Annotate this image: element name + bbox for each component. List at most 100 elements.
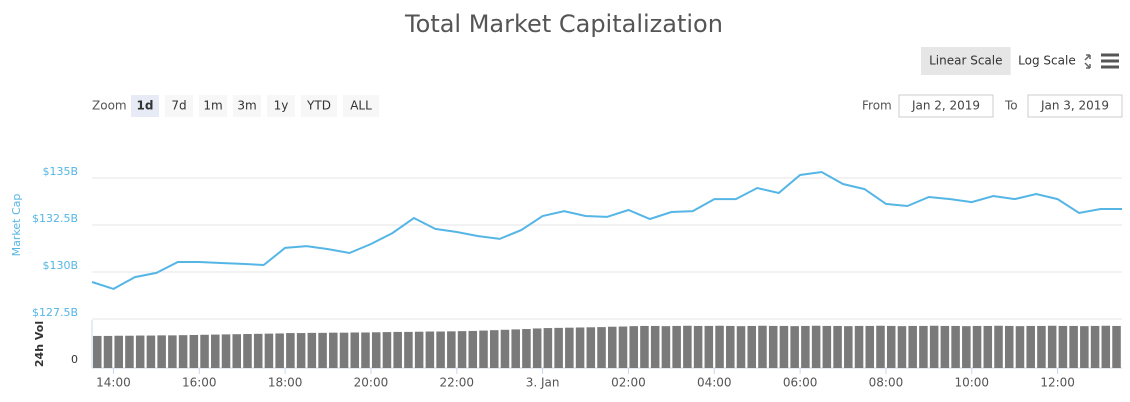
chart-title: Total Market Capitalization — [404, 10, 723, 38]
to-label: To — [1004, 99, 1018, 113]
volume-bar — [243, 334, 252, 368]
volume-bar — [425, 331, 435, 368]
volume-bar — [135, 335, 145, 368]
volume-bar — [758, 325, 767, 368]
volume-bar — [736, 326, 746, 368]
volume-bar — [489, 330, 499, 368]
volume-bar — [919, 325, 928, 368]
volume-bar — [672, 325, 681, 368]
volume-bar — [693, 325, 703, 368]
volume-bar — [897, 326, 907, 368]
x-tick-label: 04:00 — [697, 376, 732, 390]
y-tick-label: $130B — [42, 259, 78, 272]
volume-bar — [940, 325, 950, 368]
volume-bar — [586, 327, 596, 368]
volume-bar — [994, 325, 1003, 368]
scale-button[interactable] — [1011, 47, 1083, 75]
x-tick-label: 06:00 — [783, 376, 818, 390]
volume-bar — [715, 325, 724, 368]
volume-bar — [264, 333, 274, 368]
volume-bar — [318, 332, 327, 368]
volume-bar — [307, 332, 317, 368]
zoom-button[interactable] — [343, 95, 379, 117]
x-tick-label: 20:00 — [354, 376, 389, 390]
volume-bar — [554, 327, 563, 368]
to-value: Jan 3, 2019 — [1040, 99, 1109, 113]
volume-bar — [768, 325, 778, 368]
y-tick-label: $132.5B — [32, 212, 78, 225]
volume-bar — [93, 335, 102, 368]
volume-bar — [221, 334, 231, 368]
volume-bar — [532, 328, 542, 368]
volume-bar — [522, 329, 531, 368]
zoom-button[interactable] — [199, 95, 227, 117]
volume-bar — [189, 334, 199, 368]
from-label: From — [862, 99, 892, 113]
volume-bar — [414, 331, 424, 368]
volume-bar — [146, 335, 156, 368]
menu-icon[interactable] — [1101, 53, 1119, 69]
volume-bar — [1004, 325, 1014, 368]
volume-bar — [844, 326, 853, 368]
volume-bar — [1101, 325, 1111, 368]
from-input[interactable] — [898, 94, 994, 118]
volume-bar — [1080, 326, 1089, 368]
volume-bar — [726, 325, 735, 368]
x-tick-label: 12:00 — [1040, 376, 1075, 390]
market-cap-line — [91, 170, 1122, 290]
y-tick-label: 0 — [71, 353, 78, 366]
volume-bar — [865, 325, 875, 368]
scale-button-label: Log Scale — [1018, 54, 1076, 68]
volume-bar — [479, 330, 488, 368]
scale-button-label: Linear Scale — [929, 54, 1002, 68]
volume-bar — [468, 330, 478, 368]
zoom-button[interactable] — [301, 95, 337, 117]
zoom-button[interactable] — [233, 95, 261, 117]
y-axis-label: 24h Vol — [33, 321, 46, 367]
volume-bar — [876, 325, 885, 368]
x-tick-label: 18:00 — [268, 376, 303, 390]
scale-button[interactable] — [921, 47, 1011, 75]
volume-bar — [1112, 325, 1121, 368]
y-axis-label: Market Cap — [10, 194, 23, 257]
volume-bar — [886, 325, 896, 368]
volume-bar — [1058, 325, 1068, 368]
volume-bar — [232, 334, 242, 368]
volume-bar — [747, 325, 757, 368]
volume-bar — [393, 331, 402, 368]
zoom-button[interactable] — [267, 95, 295, 117]
volume-bar — [1047, 325, 1057, 368]
volume-bar — [811, 325, 821, 368]
volume-bar — [339, 332, 349, 368]
volume-bar — [704, 325, 714, 368]
volume-bar — [157, 335, 166, 368]
volume-bar — [114, 335, 123, 368]
volume-bar — [178, 335, 188, 368]
volume-bar — [436, 331, 445, 368]
volume-bar — [929, 325, 939, 368]
x-tick-label: 22:00 — [439, 376, 474, 390]
volume-bar — [951, 325, 960, 368]
volume-bar — [211, 334, 220, 368]
volume-bar — [1090, 325, 1100, 368]
volume-bar — [640, 325, 649, 368]
volume-bar — [801, 325, 810, 368]
volume-bar — [650, 325, 660, 368]
zoom-button[interactable] — [131, 95, 159, 117]
zoom-button[interactable] — [165, 95, 193, 117]
volume-bar — [329, 332, 338, 368]
to-input[interactable] — [1027, 94, 1123, 118]
volume-bar — [361, 332, 370, 368]
zoom-button-label: 7d — [171, 99, 186, 113]
volume-bar — [103, 335, 113, 368]
volume-bar — [500, 329, 510, 368]
x-tick-label: 14:00 — [96, 376, 131, 390]
x-tick-label: 10:00 — [954, 376, 989, 390]
volume-bar — [125, 335, 134, 368]
volume-bar — [1015, 326, 1025, 368]
volume-bar — [790, 326, 799, 368]
volume-bar — [1037, 325, 1046, 368]
volume-bar — [168, 335, 177, 368]
volume-bar — [565, 327, 574, 368]
